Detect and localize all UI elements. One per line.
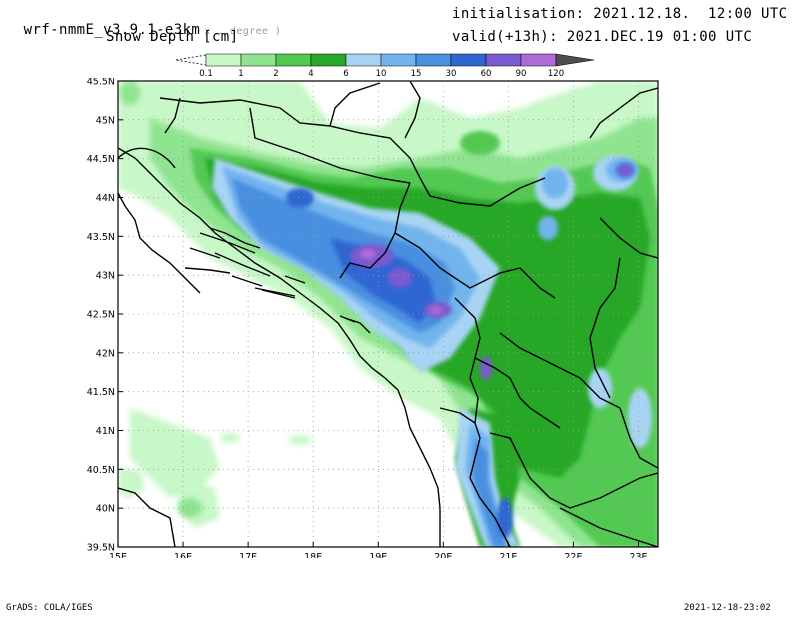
lon-label: 15E <box>109 552 127 558</box>
snow-depth-map: 45.5N 45N 44.5N 44N 43.5N 43N 42.5N 42N 41.5N 41N… <box>87 78 659 558</box>
lat-label: 42N <box>96 348 115 359</box>
colorbar-label: 4 <box>308 69 313 79</box>
colorbar-right-arrow <box>555 53 595 67</box>
lat-label: 43N <box>96 271 115 282</box>
grads-credit: GrADS: COLA/IGES <box>6 603 93 613</box>
colorbar-box <box>415 53 452 67</box>
lon-label: 23E <box>629 552 647 558</box>
colorbar-label: 90 <box>516 69 527 79</box>
country-borders <box>159 81 658 547</box>
lon-label: 18E <box>304 552 322 558</box>
lat-label: 44N <box>96 193 115 204</box>
colorbar-left-arrow <box>176 54 207 66</box>
model-title: wrf-nmmE_v3.9.1-e3km <box>23 22 201 38</box>
colorbar-label: 1 <box>238 69 243 79</box>
lat-label: 41N <box>96 426 115 437</box>
lon-label: 22E <box>564 552 582 558</box>
colorbar-label: 6 <box>343 69 348 79</box>
colorbar-label: 60 <box>481 69 492 79</box>
colorbar-box <box>275 53 312 67</box>
lat-label: 39.5N <box>87 543 115 554</box>
colorbar-box <box>205 53 242 67</box>
colorbar: 0.1 1 2 4 6 10 15 30 60 90 120 <box>176 53 595 79</box>
lat-label: 41.5N <box>87 387 115 398</box>
colorbar-label: 10 <box>376 69 387 79</box>
colorbar-box <box>450 53 487 67</box>
field-title: Snow Depth [cm] <box>106 29 239 45</box>
lon-label: 20E <box>434 552 452 558</box>
lat-label: 45.5N <box>87 78 115 88</box>
lat-label: 43.5N <box>87 232 115 243</box>
valid-time: valid(+13h): 2021.DEC.19 01:00 UTC <box>452 29 753 45</box>
render-timestamp: 2021-12-18-23:02 <box>684 603 771 613</box>
colorbar-box <box>485 53 522 67</box>
lon-label: 17E <box>239 552 257 558</box>
snow-contour-violet <box>360 249 442 314</box>
coords-caption: x . degree ) <box>204 26 282 37</box>
lat-label: 40N <box>96 504 115 515</box>
colorbar-box <box>520 53 557 67</box>
init-time: initialisation: 2021.12.18. 12:00 UTC <box>452 6 788 22</box>
colorbar-label: 2 <box>273 69 278 79</box>
colorbar-box <box>345 53 382 67</box>
colorbar-box <box>380 53 417 67</box>
colorbar-box <box>240 53 277 67</box>
lat-label: 45N <box>96 115 115 126</box>
lat-label: 42.5N <box>87 310 115 321</box>
lon-label: 16E <box>174 552 192 558</box>
lat-label: 44.5N <box>87 154 115 165</box>
lon-label: 21E <box>499 552 517 558</box>
colorbar-label: 15 <box>411 69 422 79</box>
colorbar-label: 30 <box>446 69 457 79</box>
lon-label: 19E <box>369 552 387 558</box>
lat-label: 40.5N <box>87 465 115 476</box>
colorbar-box <box>310 53 347 67</box>
islands <box>189 232 356 323</box>
colorbar-label: 0.1 <box>199 69 213 79</box>
colorbar-label: 120 <box>548 69 564 79</box>
